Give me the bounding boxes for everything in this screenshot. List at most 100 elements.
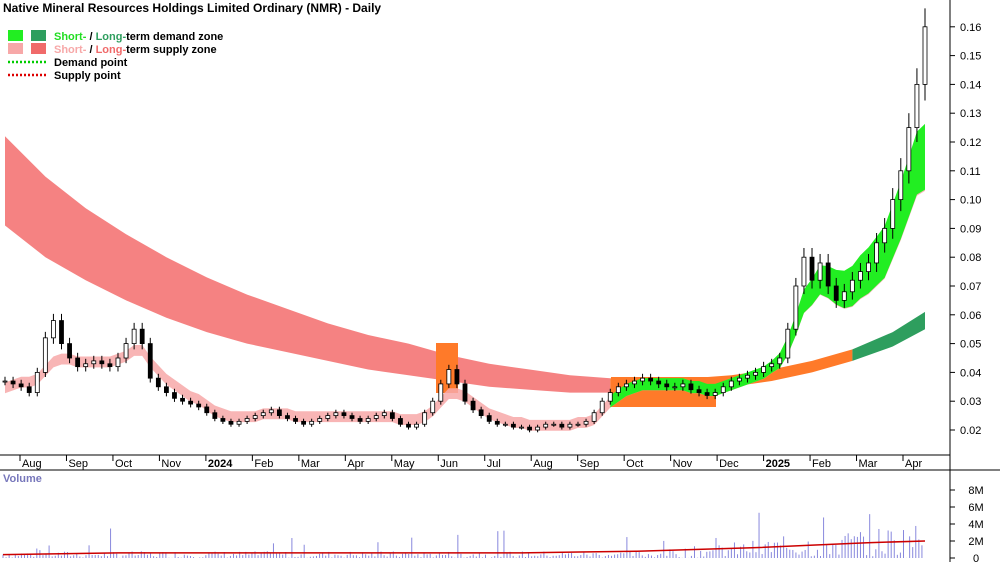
candle-body bbox=[91, 360, 97, 365]
candle-body bbox=[809, 256, 815, 281]
volume-tick-label: 4M bbox=[968, 519, 983, 531]
candle-body bbox=[882, 227, 888, 244]
time-tick-label: Nov bbox=[673, 458, 693, 470]
candle-body bbox=[551, 423, 557, 426]
volume-bars bbox=[2, 512, 926, 558]
candle-body bbox=[67, 343, 72, 359]
candle-body bbox=[341, 412, 347, 417]
candle-body bbox=[793, 285, 799, 330]
supply-breakout-block bbox=[436, 343, 458, 393]
candle-body bbox=[99, 360, 105, 365]
candle-body bbox=[696, 389, 702, 393]
legend-demand-zone: Short- / Long-term demand zone bbox=[54, 31, 223, 43]
legend: Short- / Long-term demand zone Short- / … bbox=[8, 30, 223, 82]
volume-label: Volume bbox=[3, 473, 42, 485]
time-tick-label: Oct bbox=[626, 458, 643, 470]
legend-demand-rest: term demand zone bbox=[126, 31, 223, 43]
candle-body bbox=[26, 386, 32, 393]
candle-body bbox=[75, 357, 81, 368]
candle-body bbox=[543, 423, 549, 428]
candle-body bbox=[18, 383, 24, 388]
candle-body bbox=[438, 383, 444, 402]
candle-body bbox=[817, 262, 823, 281]
candle-body bbox=[599, 400, 605, 414]
price-tick-label: 0.07 bbox=[960, 281, 981, 293]
candle-body bbox=[688, 383, 694, 391]
time-tick-label: Feb bbox=[254, 458, 273, 470]
price-tick-label: 0.02 bbox=[960, 425, 981, 437]
legend-demand-long: Long- bbox=[96, 31, 127, 43]
legend-supply-short: Short- bbox=[54, 44, 87, 56]
candle-body bbox=[220, 418, 226, 422]
candle-body bbox=[785, 328, 791, 359]
chart-title: Native Mineral Resources Holdings Limite… bbox=[3, 1, 381, 15]
candle-body bbox=[107, 363, 113, 368]
candle-body bbox=[293, 418, 298, 422]
time-tick-label: Dec bbox=[719, 458, 739, 470]
candle-body bbox=[333, 412, 339, 417]
price-tick-label: 0.04 bbox=[960, 367, 981, 379]
price-tick-label: 0.06 bbox=[960, 310, 981, 322]
time-tick-label: Feb bbox=[812, 458, 831, 470]
candle-body bbox=[123, 343, 129, 359]
candle-body bbox=[228, 420, 234, 425]
time-tick-label: Mar bbox=[301, 458, 320, 470]
price-tick-label: 0.12 bbox=[960, 137, 981, 149]
candle-body bbox=[196, 403, 202, 408]
candle-body bbox=[131, 328, 137, 345]
price-tick-label: 0.05 bbox=[960, 339, 981, 351]
candle-body bbox=[268, 409, 274, 414]
candle-body bbox=[260, 412, 266, 417]
candle-body bbox=[898, 170, 904, 201]
candle-body bbox=[849, 279, 855, 293]
candle-body bbox=[841, 291, 847, 301]
candle-body bbox=[777, 357, 783, 365]
candle-body bbox=[753, 371, 758, 376]
candle-body bbox=[494, 420, 500, 425]
time-tick-label: Sep bbox=[580, 458, 600, 470]
candle-body bbox=[559, 423, 565, 428]
time-tick-label: Nov bbox=[161, 458, 181, 470]
price-tick-label: 0.16 bbox=[960, 22, 981, 34]
price-tick-label: 0.08 bbox=[960, 252, 981, 264]
candle-body bbox=[414, 423, 419, 428]
candle-body bbox=[680, 383, 686, 388]
candle-body bbox=[398, 418, 403, 425]
candle-body bbox=[704, 392, 710, 396]
time-axis: Aug Sep Oct Nov 2024 Feb Mar Apr May Jun Jul Aug Sep… bbox=[19, 455, 922, 470]
legend-supply-zone: Short- / Long-term supply zone bbox=[54, 44, 217, 56]
candle-body bbox=[519, 426, 524, 429]
candle-body bbox=[761, 366, 766, 373]
candle-body bbox=[858, 271, 863, 281]
candle-body bbox=[309, 420, 315, 425]
candle-body bbox=[736, 377, 742, 382]
candle-body bbox=[720, 386, 726, 393]
long-term-demand-zone bbox=[852, 311, 925, 361]
candle-body bbox=[147, 343, 153, 379]
candle-body bbox=[607, 392, 613, 402]
candle-body bbox=[615, 386, 621, 393]
candle-layer bbox=[2, 8, 928, 433]
legend-demand-sep: / bbox=[86, 31, 95, 43]
candle-body bbox=[365, 418, 371, 422]
candle-body bbox=[325, 415, 331, 419]
time-tick-label: Sep bbox=[68, 458, 88, 470]
time-tick-label: 2025 bbox=[766, 458, 790, 470]
time-tick-label: Aug bbox=[533, 458, 553, 470]
legend-supply-rest: term supply zone bbox=[126, 44, 216, 56]
price-tick-label: 0.10 bbox=[960, 195, 981, 207]
candle-body bbox=[527, 426, 532, 431]
time-tick-label: Oct bbox=[115, 458, 132, 470]
time-tick-label: May bbox=[394, 458, 415, 470]
candle-body bbox=[373, 415, 379, 419]
candle-body bbox=[2, 380, 8, 383]
price-tick-label: 0.15 bbox=[960, 51, 981, 63]
candle-body bbox=[204, 406, 210, 414]
candle-body bbox=[236, 420, 242, 425]
legend-long-demand-swatch bbox=[31, 30, 46, 41]
candle-body bbox=[486, 415, 492, 422]
candle-body bbox=[446, 369, 452, 385]
time-tick-label: Mar bbox=[859, 458, 878, 470]
price-tick-label: 0.03 bbox=[960, 396, 981, 408]
